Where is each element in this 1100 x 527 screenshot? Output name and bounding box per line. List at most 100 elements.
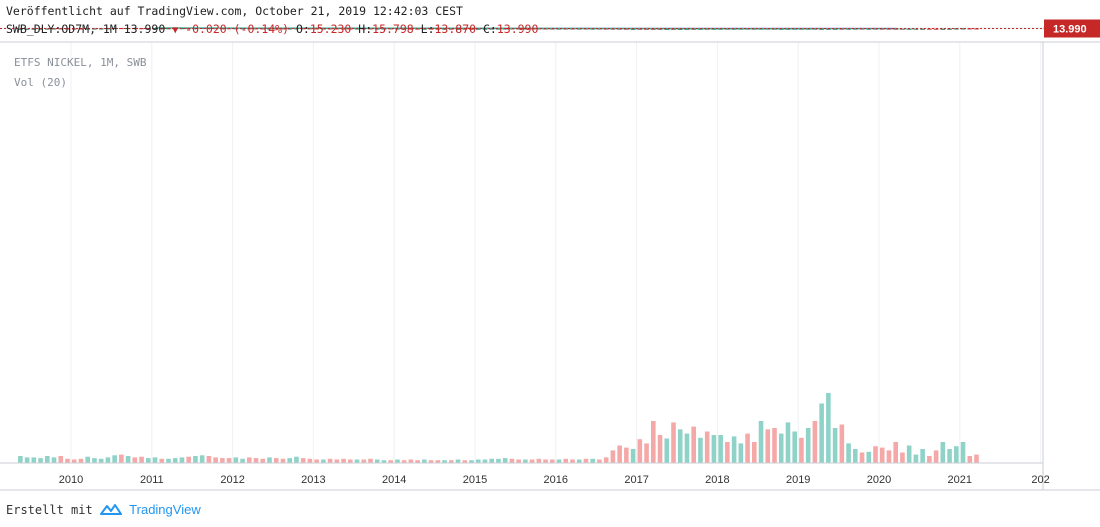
tradingview-logo-icon — [99, 504, 122, 515]
candle-body — [415, 28, 420, 30]
volume-bar — [502, 458, 508, 463]
volume-bar — [785, 422, 791, 463]
volume-bar — [300, 458, 306, 463]
volume-bar — [745, 433, 750, 463]
candle — [51, 28, 57, 30]
volume-bar — [172, 458, 178, 463]
volume-bar — [933, 450, 939, 463]
candle-body — [152, 28, 158, 30]
volume-bar — [253, 458, 259, 463]
volume-bar — [698, 437, 703, 463]
low-value: 13.870 — [434, 22, 477, 36]
volume-bar — [132, 457, 138, 463]
volume-bar — [725, 442, 730, 463]
candle-body — [388, 28, 393, 30]
volume-bar — [940, 442, 946, 463]
candle-body — [18, 28, 23, 30]
volume-bar — [469, 460, 474, 463]
volume-bar — [731, 436, 737, 463]
chart-axes: 6.0008.00010.00012.00014.00016.00018.000… — [0, 19, 1100, 491]
volume-bar — [758, 421, 764, 463]
volume-bar — [590, 458, 595, 463]
ohlc-header: SWB_DLY:OD7M, 1M 13.990 ▼ -0.020 (-0.14%… — [6, 22, 538, 36]
volume-bar — [583, 458, 589, 463]
x-tick-label: 2011 — [140, 474, 164, 486]
volume-bar — [85, 456, 90, 463]
volume-bar — [307, 458, 313, 463]
candle-body — [940, 28, 946, 30]
volume-bar — [711, 435, 717, 463]
candle-body — [220, 28, 225, 30]
candle-body — [933, 28, 939, 30]
volume-bar — [778, 433, 784, 463]
volume-bar — [671, 422, 676, 463]
price-change: -0.020 (-0.14%) — [185, 22, 290, 36]
volume-bar — [145, 458, 151, 463]
volume-bar — [193, 456, 198, 463]
volume-bar — [691, 426, 696, 463]
volume-bar — [408, 459, 414, 463]
volume-bar — [166, 458, 171, 463]
candle-body — [51, 28, 57, 30]
volume-bar — [246, 457, 252, 463]
open-label: O: — [295, 22, 310, 36]
x-tick-label: 202 — [1031, 474, 1049, 486]
volume-bar — [913, 454, 919, 463]
volume-bar — [98, 458, 104, 463]
candle-body — [671, 28, 676, 30]
volume-bar — [267, 457, 272, 463]
footer: Erstellt mit TradingView — [6, 502, 201, 517]
candle-body — [664, 28, 670, 30]
candle-body — [442, 28, 447, 30]
volume-bar — [58, 456, 64, 463]
volume-bar — [597, 459, 602, 463]
volume-bar — [24, 457, 30, 463]
candle-body — [24, 28, 30, 30]
candle — [44, 28, 50, 30]
volume-bar — [361, 459, 367, 463]
volume-bar — [792, 431, 797, 463]
volume-bar — [260, 458, 266, 463]
x-tick-label: 2015 — [463, 474, 487, 486]
candle-body — [105, 28, 111, 30]
volume-bar — [576, 459, 582, 463]
close-label: C: — [482, 22, 497, 36]
close-value: 13.990 — [496, 22, 539, 36]
candle — [65, 28, 70, 30]
candle-body — [85, 28, 90, 30]
volume-bar — [603, 457, 609, 463]
volume-bar — [529, 459, 535, 463]
volume-bar — [556, 459, 562, 463]
candle-body — [657, 28, 663, 30]
volume-bar — [38, 458, 43, 463]
volume-bar — [347, 459, 353, 463]
candle-body — [428, 28, 434, 30]
candle-body — [381, 28, 387, 30]
last-price-badge — [1044, 19, 1100, 38]
volume-bar — [927, 456, 932, 463]
volume-bar — [637, 439, 643, 463]
created-with-label: Erstellt mit — [6, 503, 93, 517]
volume-bar — [664, 438, 670, 463]
x-tick-label: 2021 — [948, 474, 972, 486]
candle-body — [327, 28, 333, 30]
volume-bar — [321, 459, 326, 463]
tradingview-brand[interactable]: TradingView — [129, 502, 201, 517]
volume-bar — [31, 457, 37, 463]
symbol-price: SWB_DLY:OD7M, 1M 13.990 — [6, 22, 166, 36]
volume-bar — [536, 458, 542, 463]
candle-body — [462, 28, 468, 30]
candle-body — [38, 28, 43, 30]
volume-bar — [496, 458, 501, 463]
volume-bar — [112, 455, 117, 463]
volume-bar — [327, 458, 333, 463]
down-triangle-icon: ▼ — [172, 25, 179, 36]
volume-bar — [859, 452, 865, 463]
candle-body — [677, 28, 683, 30]
volume-bar — [826, 393, 831, 463]
volume-bar — [273, 458, 279, 463]
volume-bar — [657, 435, 663, 463]
volume-bar — [886, 450, 892, 463]
high-value: 15.798 — [372, 22, 414, 36]
